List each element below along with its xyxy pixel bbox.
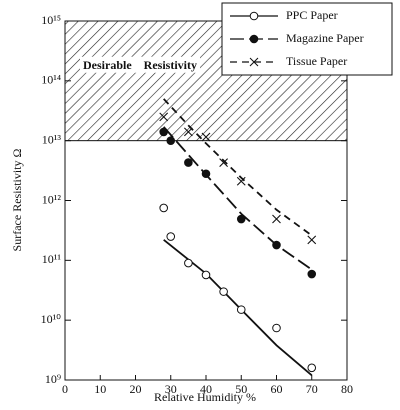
- x-tick-label: 70: [306, 382, 318, 396]
- marker: [166, 136, 176, 145]
- legend-marker: [249, 11, 259, 21]
- x-tick-label: 0: [62, 382, 68, 396]
- legend-marker: [249, 34, 259, 44]
- marker: [159, 203, 168, 213]
- region-label-bg: [80, 56, 200, 73]
- x-tick-label: 30: [165, 382, 177, 396]
- marker: [236, 176, 246, 186]
- y-tick-label: 10¹²: [42, 192, 62, 206]
- marker: [159, 112, 169, 122]
- y-axis-title: Surface Resistivity Ω: [10, 148, 24, 251]
- marker: [183, 127, 193, 137]
- marker: [219, 287, 228, 296]
- x-tick-label: 60: [271, 382, 283, 396]
- marker: [201, 132, 211, 142]
- x-tick-label: 20: [130, 382, 142, 396]
- fit-line: [163, 126, 313, 271]
- marker: [272, 214, 281, 224]
- marker: [236, 214, 246, 224]
- y-tick-label: 10¹⁰: [41, 312, 62, 326]
- marker: [201, 270, 211, 280]
- y-tick-label: 10¹¹: [42, 252, 62, 266]
- marker: [236, 305, 246, 314]
- marker: [184, 158, 193, 167]
- y-tick-label: 10¹⁵: [41, 13, 61, 27]
- marker: [307, 235, 317, 245]
- marker: [166, 232, 176, 241]
- y-tick-label: 10¹³: [42, 132, 62, 146]
- y-tick-label: 10¹⁴: [41, 73, 61, 87]
- legend-label: Tissue Paper: [286, 54, 347, 68]
- marker: [219, 158, 229, 167]
- x-tick-label: 50: [235, 382, 247, 396]
- marker: [272, 323, 281, 333]
- x-tick-label: 40: [200, 382, 212, 396]
- marker: [307, 269, 317, 279]
- x-tick-label: 80: [341, 382, 353, 396]
- marker: [272, 240, 281, 250]
- legend-label: PPC Paper: [286, 8, 338, 22]
- x-axis-title: Relative Humidity %: [154, 390, 256, 404]
- legend-label: Magazine Paper: [286, 31, 364, 45]
- y-tick-label: 10⁹: [45, 372, 61, 386]
- fit-line: [163, 98, 313, 237]
- marker: [307, 363, 317, 373]
- marker: [159, 127, 168, 137]
- marker: [184, 258, 193, 268]
- legend-marker: [249, 57, 259, 67]
- x-tick-label: 10: [94, 382, 106, 396]
- region-label: Desirable Resistivity: [83, 58, 197, 72]
- marker: [201, 169, 211, 179]
